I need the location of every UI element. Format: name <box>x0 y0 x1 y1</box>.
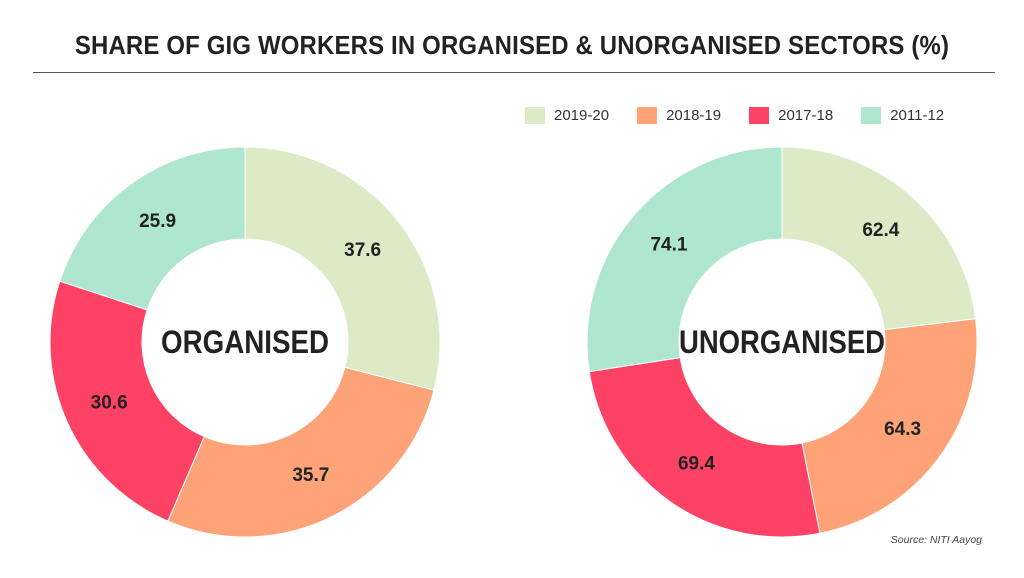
slice-unorganised-2019-20 <box>781 146 977 331</box>
legend-item-2019-20: 2019-20 <box>525 106 610 124</box>
center-label-unorganised: UNORGANISED <box>679 324 885 360</box>
slice-organised-2019-20 <box>244 146 441 391</box>
slice-unorganised-2018-19 <box>801 318 978 534</box>
legend-swatch-2017-18 <box>749 106 770 124</box>
value-label-organised-2018-19: 35.7 <box>292 465 329 486</box>
source-note: Source: NITI Aayog <box>890 534 982 546</box>
slice-unorganised-2017-18 <box>588 357 821 538</box>
value-label-organised-2011-12: 25.9 <box>139 211 176 232</box>
legend-swatch-2018-19 <box>637 106 658 124</box>
legend: 2019-20 2018-19 2017-18 2011-12 <box>525 105 944 125</box>
value-label-unorganised-2019-20: 62.4 <box>862 220 899 241</box>
legend-item-2011-12: 2011-12 <box>861 106 945 124</box>
donut-unorganised: 62.4 64.3 69.4 74.1 UNORGANISED <box>586 146 978 538</box>
slice-organised-2011-12 <box>59 146 246 311</box>
legend-item-2017-18: 2017-18 <box>749 106 834 124</box>
legend-swatch-2011-12 <box>861 106 882 124</box>
value-label-organised-2017-18: 30.6 <box>91 393 128 414</box>
chart-title: SHARE OF GIG WORKERS IN ORGANISED & UNOR… <box>74 30 950 60</box>
donut-organised: 37.6 35.7 30.6 25.9 ORGANISED <box>49 146 441 538</box>
legend-label-2019-20: 2019-20 <box>554 106 610 124</box>
legend-item-2018-19: 2018-19 <box>637 106 722 124</box>
center-label-organised: ORGANISED <box>161 324 329 360</box>
value-label-unorganised-2011-12: 74.1 <box>650 234 687 255</box>
value-label-unorganised-2017-18: 69.4 <box>678 453 715 474</box>
slice-organised-2018-19 <box>167 366 435 538</box>
value-label-organised-2019-20: 37.6 <box>344 240 381 261</box>
legend-swatch-2019-20 <box>525 106 545 124</box>
value-label-unorganised-2018-19: 64.3 <box>884 419 921 440</box>
slice-unorganised-2011-12 <box>586 146 783 373</box>
legend-label-2018-19: 2018-19 <box>666 106 722 124</box>
legend-label-2011-12: 2011-12 <box>890 106 945 124</box>
legend-label-2017-18: 2017-18 <box>778 106 834 124</box>
title-divider <box>33 72 995 73</box>
slice-organised-2017-18 <box>49 280 205 522</box>
